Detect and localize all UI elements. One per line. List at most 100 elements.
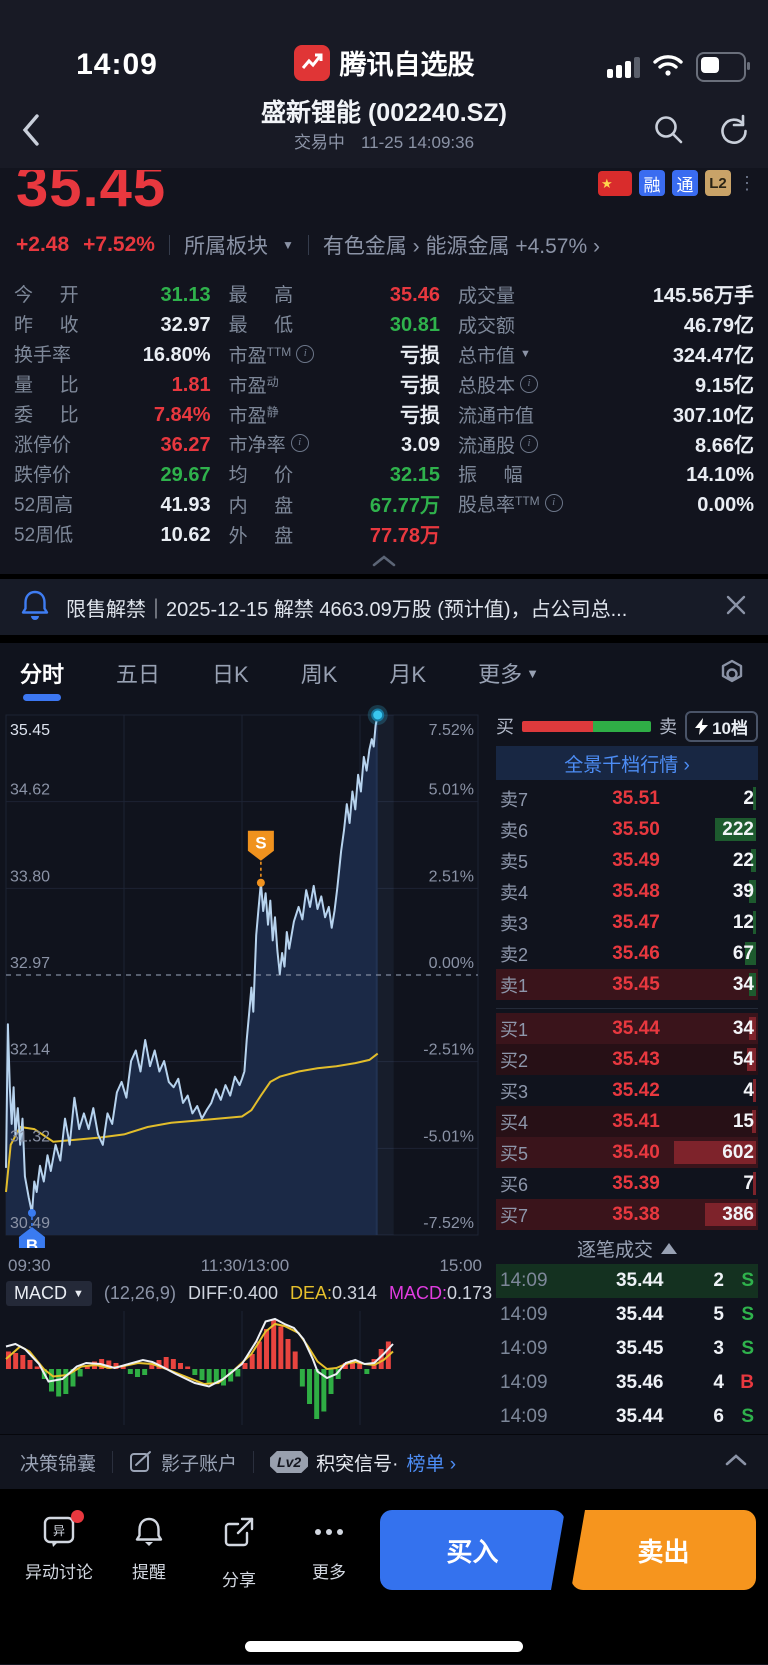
svg-text:31.32: 31.32 (10, 1128, 50, 1145)
order-book-row[interactable]: 卖4 35.48 39 (500, 880, 756, 903)
lv2-signal-link[interactable]: Lv2 积突信号· 榜单 › (270, 1449, 456, 1476)
tab-五日[interactable]: 五日 (116, 662, 161, 687)
more-button[interactable]: 更多 (284, 1510, 374, 1583)
close-icon[interactable] (724, 593, 748, 622)
order-book-row[interactable]: 买2 35.43 54 (496, 1044, 758, 1075)
strategy-kit-link[interactable]: 决策锦囊 (20, 1453, 97, 1475)
order-book-row[interactable]: 买1 35.44 34 (496, 1013, 758, 1044)
tab-更多[interactable]: 更多 ▼ (478, 662, 539, 687)
info-icon[interactable]: i (520, 375, 538, 393)
order-book-row[interactable]: 卖1 35.45 34 (496, 969, 758, 1000)
chart-settings-icon[interactable] (716, 655, 748, 692)
alert-button[interactable]: 提醒 (104, 1510, 194, 1583)
tick-row[interactable]: 14:09 35.44 2 S (496, 1264, 758, 1298)
tab-月K[interactable]: 月K (389, 662, 427, 687)
order-book-row[interactable]: 卖5 35.49 22 (500, 849, 756, 872)
depth-10-button[interactable]: 10档 (685, 710, 758, 742)
sell-button[interactable]: 卖出 (571, 1510, 756, 1590)
order-book-row[interactable]: 买5 35.40 602 (496, 1137, 758, 1168)
back-button[interactable] (18, 110, 44, 155)
lv2-badge: Lv2 (270, 1451, 309, 1473)
stat-cell: 市盈动亏损 (228, 374, 440, 397)
tick-list: 14:09 35.44 2 S 14:09 35.44 5 S 14:09 35.45 3 S 14:0… (496, 1264, 758, 1434)
margin-badge[interactable]: 融 (639, 170, 665, 196)
tab-分时[interactable]: 分时 (20, 643, 64, 703)
time-tick: 11:30/13:00 (200, 1256, 290, 1275)
stat-cell: 流通市值 307.10亿 (457, 404, 754, 427)
svg-text:34.62: 34.62 (10, 782, 50, 799)
stat-cell: 股息率 TTM i 0.00% (457, 493, 754, 516)
info-icon[interactable]: i (296, 345, 315, 363)
shadow-account-link[interactable]: 影子账户 (129, 1449, 237, 1476)
last-price: 35.45 (16, 170, 167, 219)
svg-text:32.14: 32.14 (10, 1042, 50, 1059)
order-book-row[interactable]: 卖3 35.47 12 (500, 911, 756, 934)
sector-menu[interactable]: 所属板块 (183, 235, 268, 258)
stats-grid: 今开 31.13 最高 35.46 成交量 145.56万手 昨收 32.97 最低 30.81 成… (0, 268, 768, 548)
full-depth-link[interactable]: 全景千档行情 › (496, 746, 758, 780)
shenzhen-connect-badge[interactable]: 通 (672, 170, 698, 196)
order-book-row[interactable]: 买4 35.41 15 (496, 1106, 758, 1137)
intraday-chart[interactable]: 35.45 34.62 33.80 32.97 32.14 31.32 30.49 7.52%… (0, 703, 490, 1257)
order-book-row[interactable]: 卖2 35.46 67 (500, 942, 756, 965)
tick-row[interactable]: 14:09 35.44 5 S (500, 1304, 754, 1325)
tick-list-header[interactable]: 逐笔成交 (496, 1232, 758, 1264)
price-change: +2.48 (16, 233, 70, 256)
discussion-button[interactable]: 异 异动讨论 (14, 1510, 104, 1583)
order-book-row[interactable]: 卖7 35.51 2 (500, 787, 756, 810)
tab-日K[interactable]: 日K (212, 662, 249, 687)
bell-icon (132, 1514, 166, 1550)
chevron-down-icon: ▼ (73, 1287, 84, 1300)
tick-row[interactable]: 14:09 35.46 4 B (500, 1372, 754, 1393)
bell-icon (20, 589, 50, 626)
share-button[interactable]: 分享 (194, 1510, 284, 1591)
tab-周K[interactable]: 周K (300, 662, 338, 687)
buy-button[interactable]: 买入 (380, 1510, 565, 1590)
app-pill: 腾讯自选股 (293, 43, 475, 82)
stat-cell: 最低 30.81 (228, 313, 440, 336)
stat-cell: 市盈 TTM i 亏损 (228, 344, 440, 367)
info-icon[interactable]: i (544, 494, 563, 512)
order-book-row[interactable]: 买6 35.39 7 (500, 1172, 756, 1195)
svg-text:2.51%: 2.51% (429, 868, 474, 885)
status-bar: 14:09 腾讯自选股 (0, 0, 768, 96)
stat-cell: 成交量 145.56万手 (457, 284, 754, 307)
stat-cell: 最高 35.46 (228, 283, 440, 306)
svg-text:30.49: 30.49 (10, 1215, 50, 1232)
notice-banner[interactable]: 限售解禁｜2025-12-15 解禁 4663.09万股 (预计值)，占公司总.… (0, 579, 768, 635)
tick-row[interactable]: 14:09 35.45 3 S (500, 1338, 754, 1359)
svg-text:5.01%: 5.01% (429, 782, 474, 799)
home-indicator (245, 1641, 523, 1652)
stat-cell: 内盘 67.77万 (228, 494, 440, 517)
collapse-stats-button[interactable] (0, 548, 768, 574)
stat-cell: 量比 1.81 (14, 373, 211, 396)
order-book-row[interactable]: 卖6 35.50 222 (500, 818, 756, 841)
info-icon[interactable]: i (290, 434, 309, 452)
stat-cell: 涨停价 36.27 (14, 433, 211, 456)
svg-text:异: 异 (53, 1524, 65, 1538)
svg-text:-5.01%: -5.01% (423, 1128, 474, 1145)
tick-row[interactable]: 14:09 35.44 6 S (500, 1406, 754, 1427)
chevron-down-icon[interactable]: ▼ (520, 348, 531, 360)
collapse-footer-button[interactable] (724, 1453, 748, 1472)
macd-diff-value: DIFF:0.400 (187, 1283, 278, 1303)
order-book-panel: 买 卖 10档 全景千档行情 › 卖7 35.51 2 卖6 35.50 222 卖5 35.… (490, 703, 768, 1434)
app-name: 腾讯自选股 (339, 50, 475, 80)
macd-selector[interactable]: MACD ▼ (6, 1281, 92, 1306)
ellipsis-icon (310, 1514, 348, 1550)
level2-badge[interactable]: L2 (705, 170, 731, 196)
macd-header: MACD ▼ (12,26,9) DIFF:0.400 DEA:0.314 MAC… (0, 1278, 492, 1309)
order-book-row[interactable]: 买7 35.38 386 (496, 1199, 758, 1230)
lightning-icon (695, 717, 709, 735)
macd-chart[interactable] (0, 1309, 490, 1427)
stats-row: 量比 1.81 市盈动亏损 总股本 i 9.15亿 (14, 368, 754, 398)
svg-text:32.97: 32.97 (10, 955, 50, 972)
info-icon[interactable]: i (520, 435, 538, 453)
search-icon[interactable] (652, 113, 686, 152)
stat-cell: 市净率 i 3.09 (228, 433, 440, 456)
stats-row: 52周高 41.93 内盘 67.77万 股息率 TTM i 0.00% (14, 488, 754, 518)
sector-breadcrumb[interactable]: 有色金属 › 能源金属 +4.57% › (322, 235, 600, 258)
badge-more-icon[interactable]: ⋮ (738, 172, 756, 193)
refresh-icon[interactable] (716, 113, 750, 152)
order-book-row[interactable]: 买3 35.42 4 (500, 1079, 756, 1102)
